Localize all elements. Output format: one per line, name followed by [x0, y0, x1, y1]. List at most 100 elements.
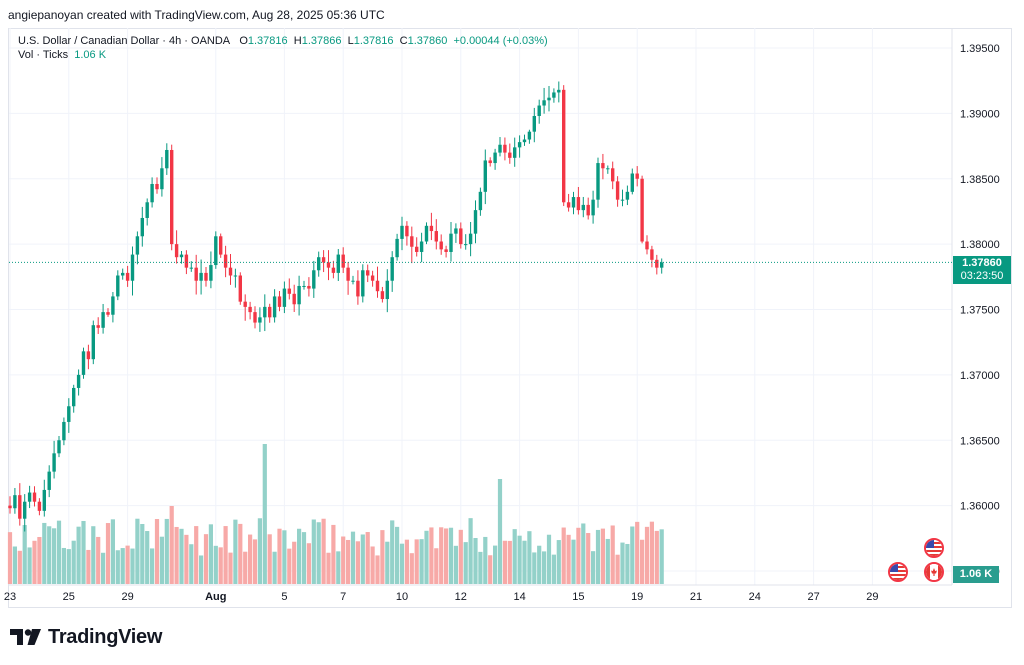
volume-bar [336, 551, 341, 584]
volume-bar [252, 539, 258, 584]
volume-bar [86, 549, 91, 584]
candle-body [165, 149, 169, 169]
candle-body [562, 89, 566, 203]
us-flag-icon[interactable] [924, 538, 944, 558]
candle-body [405, 225, 409, 237]
volume-bar [463, 542, 468, 584]
legend-volume: Vol · Ticks 1.06 K [18, 49, 106, 61]
chart-area[interactable] [8, 28, 1012, 608]
legend-vol-value: 1.06 K [74, 49, 107, 61]
candle-body [81, 351, 86, 375]
volume-bar [179, 528, 184, 584]
volume-bars [7, 444, 664, 584]
volume-bar [17, 550, 22, 584]
volume-bar [429, 527, 434, 584]
price-tick-label: 1.38000 [960, 239, 1000, 251]
candle-body [660, 262, 664, 268]
candle-body [111, 296, 115, 315]
candle-body [449, 233, 453, 252]
volume-bar [439, 527, 444, 584]
candle-body [184, 254, 189, 268]
volume-bar [576, 527, 581, 584]
candle-body [606, 168, 610, 170]
legend-low: 1.37816 [353, 35, 394, 47]
us-flag-event-icon[interactable] [888, 562, 908, 582]
candle-body [121, 272, 125, 276]
canada-flag-icon[interactable] [924, 562, 944, 582]
volume-bar [169, 506, 174, 584]
candle-body [292, 293, 296, 305]
volume-bar [625, 543, 630, 584]
candle-body [615, 181, 620, 200]
candle-body [297, 285, 301, 305]
time-tick-label: Aug [205, 591, 226, 603]
candle-body [155, 183, 159, 190]
candle-body [591, 199, 595, 216]
volume-bar [199, 555, 204, 584]
volume-bar [189, 544, 194, 584]
candle-body [91, 325, 95, 360]
volume-bar [654, 530, 659, 584]
candle-body [586, 204, 590, 216]
volume-bar [600, 528, 605, 584]
candle-body [370, 275, 375, 281]
time-tick-label: 10 [396, 591, 408, 603]
volume-bar [316, 522, 321, 584]
volume-bar [174, 526, 179, 584]
candle-body [52, 453, 56, 472]
candle-body [473, 210, 478, 234]
candle-body [116, 275, 120, 297]
candle-body [209, 265, 213, 281]
volume-bar [395, 526, 400, 584]
tradingview-logo[interactable]: TradingView [10, 624, 162, 650]
volume-bar [292, 541, 297, 584]
candle-body [576, 197, 581, 211]
candle-body [366, 270, 370, 276]
volume-bar [542, 551, 547, 584]
volume-bar [91, 526, 96, 584]
volume-bar [135, 518, 140, 584]
volume-bar [262, 444, 267, 584]
volume-bar [101, 552, 106, 584]
volume-bar [326, 552, 331, 584]
volume-bar [414, 539, 419, 584]
time-tick-label: 21 [690, 591, 702, 603]
volume-bar [272, 551, 277, 584]
volume-bar [556, 540, 561, 584]
candle-body [483, 160, 487, 192]
candle-body [263, 306, 267, 318]
candle-body [537, 105, 541, 116]
candle-body [135, 236, 140, 255]
candle-body [385, 280, 389, 300]
volume-bar [605, 538, 610, 584]
volume-bar [566, 534, 571, 584]
candle-body [125, 272, 130, 281]
candle-body [47, 471, 51, 490]
candle-body [640, 178, 644, 242]
candle-body [189, 267, 193, 269]
volume-bar [434, 548, 439, 584]
volume-bar [287, 548, 292, 584]
volume-bar [194, 526, 199, 584]
volume-bar [233, 519, 238, 584]
candle-body [67, 406, 71, 422]
volume-bar [659, 529, 664, 584]
time-tick-label: 23 [4, 591, 16, 603]
price-tick-label: 1.37500 [960, 305, 1000, 317]
volume-bar [184, 534, 189, 584]
candle-body [503, 144, 507, 153]
candle-body [498, 144, 502, 153]
volume-bar [311, 519, 316, 584]
candle-body [8, 505, 12, 509]
volume-bar [488, 555, 493, 584]
volume-bar [610, 525, 615, 584]
volume-bar [630, 526, 635, 584]
volume-bar [140, 524, 145, 584]
volume-bar [409, 553, 414, 584]
volume-bar [47, 526, 52, 584]
candle-body [522, 139, 527, 143]
candle-body [552, 92, 556, 98]
candle-body [557, 89, 561, 93]
candle-body [625, 191, 630, 200]
